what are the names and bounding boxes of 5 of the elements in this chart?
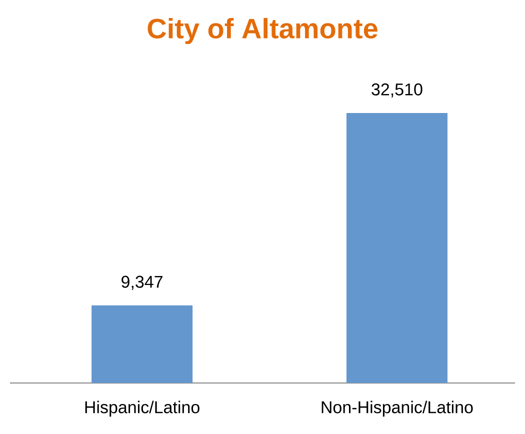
x-tick-label: Hispanic/Latino [85, 400, 200, 417]
x-tick-label: Non-Hispanic/Latino [322, 400, 473, 417]
data-label: 9,347 [122, 276, 162, 290]
chart-title: City of Altamonte [148, 18, 378, 44]
data-label: 32,510 [372, 83, 422, 98]
